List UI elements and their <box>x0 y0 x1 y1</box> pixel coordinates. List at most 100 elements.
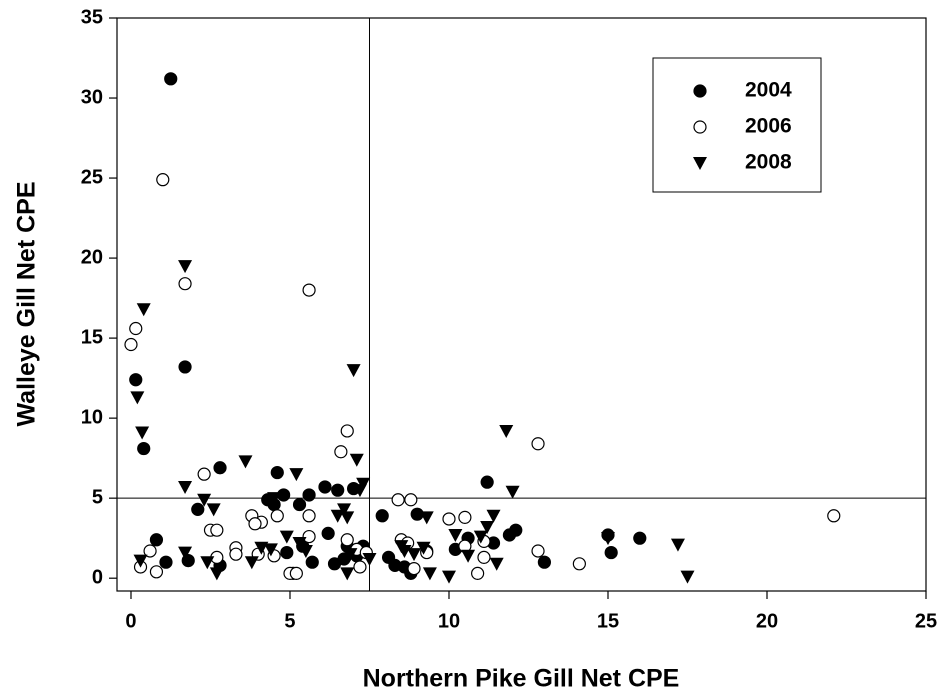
x-tick-label: 25 <box>915 610 937 632</box>
legend-marker <box>693 120 707 134</box>
point <box>346 364 361 378</box>
point <box>441 570 456 584</box>
point <box>600 532 615 546</box>
point <box>129 373 143 387</box>
point <box>135 426 150 440</box>
point <box>416 541 431 555</box>
point <box>680 570 695 584</box>
point <box>442 512 456 526</box>
point <box>136 303 151 317</box>
x-tick-label: 15 <box>597 610 619 632</box>
point <box>531 544 545 558</box>
point <box>178 277 192 291</box>
point <box>206 503 221 517</box>
point <box>159 555 173 569</box>
point <box>407 561 421 576</box>
y-tick-label: 5 <box>92 486 103 508</box>
point <box>537 555 551 569</box>
point <box>343 548 358 562</box>
point <box>289 468 304 482</box>
legend-label: 2006 <box>745 115 792 138</box>
point <box>477 550 491 564</box>
point <box>302 509 316 523</box>
point <box>531 437 545 451</box>
point <box>178 546 193 560</box>
legend-marker <box>693 84 707 98</box>
point <box>244 556 259 570</box>
point <box>263 543 278 557</box>
point <box>197 467 211 481</box>
y-tick-label: 35 <box>81 6 103 28</box>
point <box>302 529 316 544</box>
plot-frame <box>116 17 927 592</box>
point <box>289 566 303 580</box>
point <box>209 567 224 581</box>
point <box>422 567 437 581</box>
point <box>298 544 313 558</box>
point <box>302 283 316 297</box>
point <box>349 453 364 467</box>
point <box>197 493 212 507</box>
point <box>509 523 523 537</box>
point <box>229 547 243 561</box>
point <box>340 567 355 581</box>
y-axis-label: Walleye Gill Net CPE <box>13 182 41 427</box>
point <box>353 560 367 574</box>
point <box>302 488 316 502</box>
x-tick-label: 5 <box>284 610 295 632</box>
point <box>340 424 354 438</box>
point <box>156 173 170 187</box>
point <box>458 510 472 524</box>
point <box>480 475 494 489</box>
point <box>448 528 463 542</box>
point <box>489 557 504 571</box>
point <box>604 545 618 560</box>
legend-box <box>652 57 822 193</box>
point <box>505 485 520 499</box>
point <box>480 520 495 534</box>
point <box>200 556 215 570</box>
point <box>130 391 145 405</box>
point <box>149 565 164 579</box>
point <box>331 483 345 497</box>
point <box>340 511 355 525</box>
legend-label: 2004 <box>745 79 792 102</box>
point <box>337 503 352 517</box>
point <box>670 538 685 552</box>
point <box>129 321 143 336</box>
point <box>334 445 348 459</box>
y-tick-label: 0 <box>92 566 103 588</box>
point <box>178 480 193 494</box>
point <box>471 566 485 580</box>
x-tick-label: 0 <box>125 610 136 632</box>
x-tick-label: 20 <box>756 610 778 632</box>
legend-label: 2008 <box>745 151 792 174</box>
point <box>321 526 335 540</box>
y-tick-label: 25 <box>81 166 103 188</box>
y-tick-label: 30 <box>81 86 103 108</box>
point <box>279 530 294 544</box>
y-tick-label: 10 <box>81 406 103 428</box>
point <box>473 530 488 544</box>
point <box>191 502 205 516</box>
point <box>178 360 192 374</box>
point <box>827 509 841 523</box>
point <box>143 544 157 558</box>
point <box>391 493 405 507</box>
point <box>133 554 148 568</box>
point <box>633 531 647 545</box>
legend-marker <box>693 157 707 170</box>
point <box>305 555 319 569</box>
point <box>340 533 354 547</box>
point <box>404 493 418 507</box>
point <box>210 523 224 537</box>
point <box>270 509 284 523</box>
point <box>362 552 377 566</box>
y-tick-label: 20 <box>81 246 103 268</box>
point <box>213 461 227 475</box>
point <box>375 509 389 523</box>
point <box>137 441 151 456</box>
point <box>164 72 178 86</box>
point <box>124 337 138 352</box>
point <box>248 517 262 531</box>
